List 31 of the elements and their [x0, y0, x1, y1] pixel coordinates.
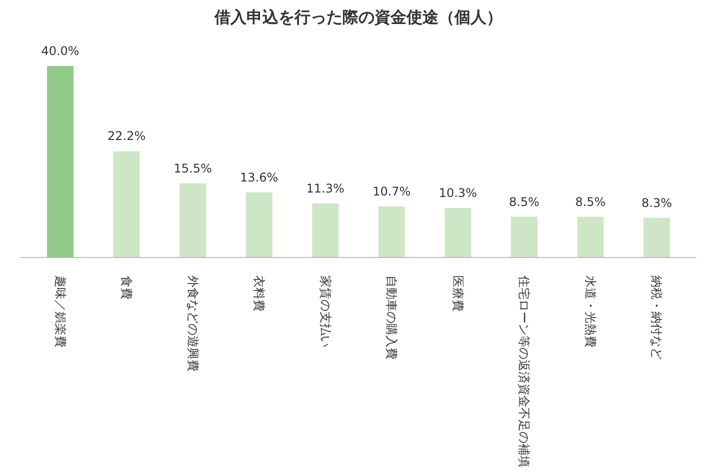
- bar: [577, 216, 604, 258]
- data-label: 13.6%: [240, 170, 278, 184]
- bar: [510, 216, 538, 258]
- x-tick-label: 住宅ローン等の返済資金不足の補填: [517, 274, 532, 468]
- x-tick-label: 納税・納付など: [650, 276, 664, 360]
- data-label: 11.3%: [306, 181, 344, 196]
- data-label: 22.2%: [107, 129, 146, 144]
- bar: [643, 218, 670, 258]
- chart-title: 借入申込を行った際の資金使途（個人）: [214, 8, 502, 26]
- bar: [113, 151, 140, 258]
- bar: [180, 183, 206, 258]
- x-tick-label: 水道・光熱費: [583, 276, 598, 348]
- x-tick-label: 衣料費: [252, 276, 266, 312]
- bar: [246, 192, 272, 258]
- bar: [378, 206, 405, 258]
- data-label: 8.5%: [575, 194, 606, 209]
- x-tick-label: 外食などの遊興費: [186, 276, 200, 372]
- data-label: 40.0%: [41, 44, 80, 58]
- bar: [444, 208, 472, 258]
- x-tick-label: 自動車の購入費: [384, 276, 399, 360]
- data-label: 10.3%: [438, 186, 477, 200]
- x-tick-label: 医療費: [450, 276, 465, 312]
- x-tick-label: 食費: [120, 276, 134, 300]
- data-label: 8.5%: [508, 194, 540, 209]
- data-label: 8.3%: [641, 196, 672, 210]
- data-label: 15.5%: [174, 161, 212, 176]
- data-label: 10.7%: [372, 184, 411, 198]
- bar: [47, 66, 74, 258]
- x-tick-label: 趣味／娯楽費: [53, 276, 68, 348]
- x-tick-label: 家賃の支払い: [318, 276, 332, 348]
- bar: [312, 203, 339, 258]
